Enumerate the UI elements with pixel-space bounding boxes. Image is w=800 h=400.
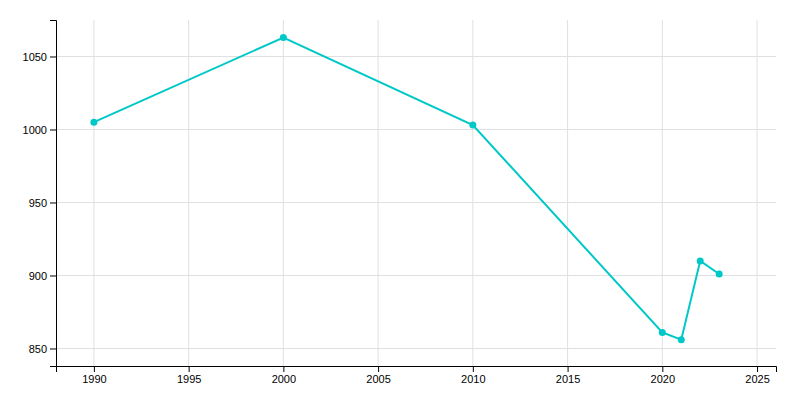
y-axis: 850 900 950 1000 1050 xyxy=(23,21,57,367)
y-tick: 850 xyxy=(29,343,56,355)
y-grid-line xyxy=(56,56,776,57)
y-tick-mark xyxy=(50,56,56,57)
y-tick-label: 1000 xyxy=(23,124,47,136)
x-tick-mark xyxy=(662,366,663,372)
x-tick-mark xyxy=(757,366,758,372)
x-tick-mark xyxy=(378,366,379,372)
y-tick: 900 xyxy=(29,270,56,282)
x-grid-line xyxy=(662,20,663,366)
line xyxy=(94,38,719,340)
y-grid-line xyxy=(56,275,776,276)
y-grid-line xyxy=(56,129,776,130)
marker xyxy=(90,119,97,126)
x-grid-line xyxy=(567,20,568,366)
marker xyxy=(697,257,704,264)
y-tick: 950 xyxy=(29,197,56,209)
x-grid-line xyxy=(472,20,473,366)
x-tick: 1995 xyxy=(177,366,201,385)
x-grid-line xyxy=(378,20,379,366)
x-tick-mark xyxy=(283,366,284,372)
x-tick: 2020 xyxy=(651,366,675,385)
x-tick-label: 2025 xyxy=(745,373,769,385)
x-tick-mark xyxy=(473,366,474,372)
x-tick: 2005 xyxy=(366,366,390,385)
y-tick-label: 950 xyxy=(29,197,47,209)
y-tick-mark xyxy=(50,275,56,276)
x-tick-label: 1995 xyxy=(177,373,201,385)
x-tick-label: 2000 xyxy=(272,373,296,385)
y-tick-label: 900 xyxy=(29,270,47,282)
marker xyxy=(678,336,685,343)
x-tick-label: 1990 xyxy=(82,373,106,385)
x-tick-mark xyxy=(189,366,190,372)
marker xyxy=(716,271,723,278)
marker xyxy=(280,34,287,41)
y-tick-label: 1050 xyxy=(23,51,47,63)
y-tick: 1000 xyxy=(23,124,56,136)
x-grid-line xyxy=(188,20,189,366)
y-grid-line xyxy=(56,348,776,349)
y-tick-mark xyxy=(50,348,56,349)
x-tick: 2025 xyxy=(745,366,769,385)
x-tick: 2000 xyxy=(272,366,296,385)
chart: 1990 1995 2000 2005 2010 2015 2020 2025 850 900 95… xyxy=(0,0,800,400)
chart-container: 1990 1995 2000 2005 2010 2015 2020 2025 850 900 95… xyxy=(0,0,800,400)
grid xyxy=(56,20,776,366)
x-tick: 2010 xyxy=(461,366,485,385)
y-tick-label: 850 xyxy=(29,343,47,355)
x-tick-mark xyxy=(94,366,95,372)
x-axis: 1990 1995 2000 2005 2010 2015 2020 2025 xyxy=(57,366,777,385)
x-tick-label: 2005 xyxy=(366,373,390,385)
y-axis-line xyxy=(50,21,57,367)
y-tick-mark xyxy=(50,202,56,203)
x-tick-label: 2015 xyxy=(556,373,580,385)
x-tick: 2015 xyxy=(556,366,580,385)
x-grid-line xyxy=(283,20,284,366)
x-grid-line xyxy=(757,20,758,366)
x-tick-label: 2020 xyxy=(651,373,675,385)
y-tick-mark xyxy=(50,129,56,130)
plot-area xyxy=(90,34,722,343)
marker xyxy=(659,329,666,336)
marker xyxy=(469,122,476,129)
y-tick: 1050 xyxy=(23,51,56,63)
x-axis-line xyxy=(57,367,777,373)
x-tick: 1990 xyxy=(82,366,106,385)
x-grid-line xyxy=(93,20,94,366)
x-tick-label: 2010 xyxy=(461,373,485,385)
y-grid-line xyxy=(56,202,776,203)
x-tick-mark xyxy=(568,366,569,372)
